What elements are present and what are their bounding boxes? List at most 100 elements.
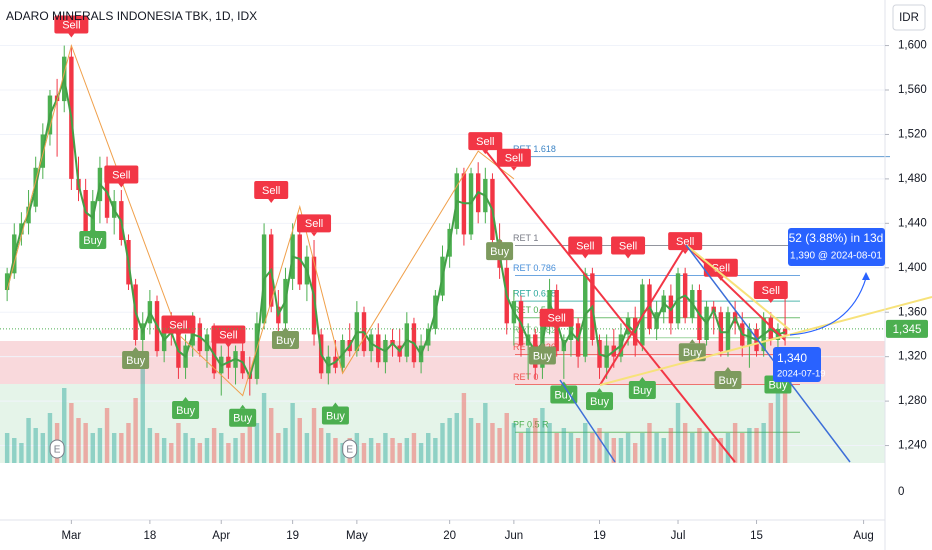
volume-bar bbox=[247, 418, 253, 463]
signal-box bbox=[628, 381, 656, 399]
signal-label: Buy bbox=[633, 385, 652, 397]
signal-label: Buy bbox=[276, 335, 295, 347]
volume-bar bbox=[190, 438, 195, 463]
signal-pointer bbox=[132, 347, 139, 351]
volume-bar bbox=[12, 438, 17, 463]
volume-bar bbox=[690, 433, 695, 463]
volume-bar bbox=[575, 438, 581, 463]
volume-bar bbox=[540, 408, 545, 463]
volume-bar bbox=[547, 423, 552, 463]
signal-pointer bbox=[539, 342, 546, 347]
volume-bar bbox=[333, 438, 338, 463]
channel-line bbox=[685, 244, 791, 331]
signal-label: Sell bbox=[476, 136, 494, 148]
signal-pointer bbox=[682, 250, 689, 255]
y-tick-label: 1,280 bbox=[898, 395, 927, 407]
x-tick-label: Aug bbox=[853, 530, 873, 542]
last-price-tag bbox=[886, 319, 928, 338]
signal-box bbox=[211, 325, 246, 344]
signal-pointer bbox=[239, 404, 246, 409]
earnings-icon bbox=[49, 439, 65, 459]
volume-bar bbox=[747, 428, 752, 463]
x-tick-label: 20 bbox=[443, 530, 456, 542]
volume-bar bbox=[604, 433, 609, 463]
volume-bar bbox=[461, 393, 467, 463]
signal-pointer bbox=[311, 232, 318, 237]
volume-bar bbox=[397, 443, 402, 463]
signal-pointer bbox=[496, 238, 503, 243]
fib-label: RET 0 bbox=[513, 372, 538, 382]
fib-label: RET 1 bbox=[513, 233, 538, 243]
volume-bar bbox=[533, 418, 538, 463]
volume-bar bbox=[711, 438, 716, 463]
volume-bar bbox=[718, 438, 724, 463]
volume-bar bbox=[226, 443, 231, 463]
volume-bar bbox=[668, 428, 674, 463]
volume-bar bbox=[732, 423, 738, 463]
volume-bar bbox=[97, 428, 103, 463]
volume-bar bbox=[154, 433, 160, 463]
signal-box bbox=[611, 236, 646, 255]
volume-bar bbox=[447, 418, 452, 463]
x-tick-label: Jun bbox=[505, 530, 524, 542]
x-tick-label: Mar bbox=[61, 530, 81, 542]
signal-label: Buy bbox=[590, 396, 609, 408]
volume-bar bbox=[169, 443, 174, 463]
volume-bar bbox=[426, 433, 431, 463]
currency-box[interactable] bbox=[892, 4, 926, 31]
signal-pointer bbox=[510, 166, 517, 171]
volume-bar bbox=[468, 418, 474, 463]
signal-pointer bbox=[553, 326, 560, 331]
fib-label: RET 0.382 bbox=[513, 325, 556, 335]
signal-pointer bbox=[182, 397, 189, 401]
marker-text: 2024-07-19 bbox=[777, 369, 826, 380]
volume-bar bbox=[411, 433, 417, 463]
volume-bar bbox=[133, 398, 138, 463]
signal-label: Sell bbox=[762, 285, 780, 297]
volume-bar bbox=[40, 433, 46, 463]
signal-label: Sell bbox=[505, 153, 523, 165]
y-tick-label: 1,240 bbox=[898, 440, 927, 452]
signal-box bbox=[79, 231, 107, 249]
volume-bar bbox=[147, 428, 153, 463]
signal-box bbox=[528, 346, 556, 365]
volume-bar bbox=[768, 403, 774, 463]
signal-box bbox=[496, 148, 531, 167]
signal-label: Sell bbox=[62, 19, 80, 31]
x-tick-label: May bbox=[346, 530, 368, 542]
signal-pointer bbox=[582, 254, 589, 259]
signal-label: Buy bbox=[126, 355, 145, 367]
volume-bar bbox=[475, 423, 481, 463]
volume-bar bbox=[254, 423, 260, 463]
signal-pointer bbox=[175, 333, 182, 338]
volume-bar bbox=[682, 423, 688, 463]
signal-label: Sell bbox=[548, 313, 566, 325]
volume-bar bbox=[126, 423, 131, 463]
volume-bar bbox=[497, 428, 502, 463]
volume-bar bbox=[276, 433, 281, 463]
volume-bar bbox=[725, 433, 731, 463]
x-tick-label: 15 bbox=[750, 530, 763, 542]
y-tick-label: 1,520 bbox=[898, 128, 927, 140]
signal-pointer bbox=[118, 183, 125, 188]
volume-bar bbox=[632, 443, 638, 463]
volume-bar bbox=[554, 433, 559, 463]
volume-bar bbox=[654, 433, 659, 463]
fib-label: RET 1.618 bbox=[513, 144, 556, 154]
candle-body bbox=[782, 328, 788, 335]
signal-label: Sell bbox=[619, 240, 637, 252]
signal-box bbox=[678, 343, 706, 362]
signal-pointer bbox=[596, 388, 603, 393]
volume-bar bbox=[490, 423, 495, 463]
volume-bar bbox=[233, 438, 238, 463]
signal-label: Buy bbox=[490, 246, 509, 258]
signal-label: Buy bbox=[233, 413, 252, 425]
signal-label: Sell bbox=[712, 263, 730, 275]
volume-bar bbox=[19, 443, 24, 463]
volume-bar bbox=[76, 418, 81, 463]
signal-label: Buy bbox=[83, 235, 102, 247]
volume-bar bbox=[640, 433, 645, 463]
signal-label: Buy bbox=[533, 350, 552, 362]
